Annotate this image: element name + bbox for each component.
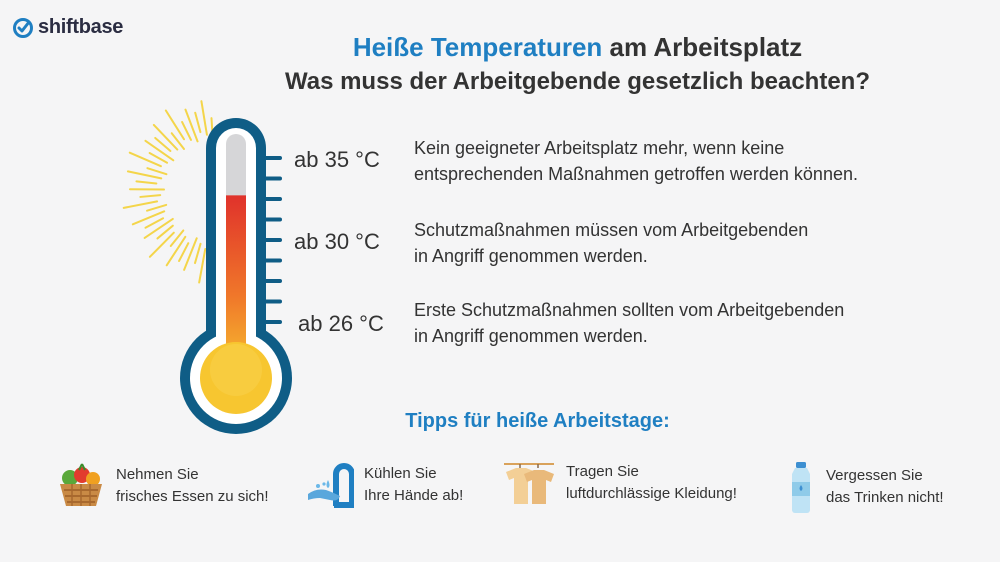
sun-ray [148,152,169,164]
heading-rest: am Arbeitsplatz [602,32,803,62]
sun-ray [170,132,186,151]
heading-subtitle: Was muss der Arbeitgebende gesetzlich be… [284,68,871,95]
thermometer-illustration [122,100,292,434]
clothes-rack-icon [504,463,554,504]
sun-ray [122,200,159,209]
tip-text-clothes: Tragen Sie luftdurchlässige Kleidung! [566,463,737,502]
sun-ray [154,136,172,152]
temp-label-35: ab 35 °C [294,147,380,172]
tip-text-hands: Kühlen Sie Ihre Hände ab! [364,465,464,504]
tip-item-food: Nehmen Sie frisches Essen zu sich! [56,462,269,510]
tip-text-food: Nehmen Sie frisches Essen zu sich! [116,466,269,505]
water-bottle-icon [792,462,810,513]
sun-ray [181,120,193,141]
sun-ray [131,210,166,226]
hand-washing-icon [308,463,354,508]
tip-item-hands: Kühlen Sie Ihre Hände ab! [306,460,463,510]
brand-logo: shiftbase [12,16,123,39]
tips-title: Tipps für heiße Arbeitstage: [405,410,670,432]
brand-name: shiftbase [38,16,124,38]
sun-ray [128,151,162,168]
sun-ray [165,235,187,267]
sun-ray [126,170,163,180]
fruit-basket-icon [60,463,102,506]
sun-ray [178,242,190,262]
sun-ray [194,242,202,265]
tip-item-drink: Vergessen Sie das Trinken nicht! [786,460,944,514]
sun-ray [156,224,174,240]
sun-ray [194,111,202,134]
heading-line: Heiße Temperaturen am Arbeitsplatz [155,30,1000,64]
sun-ray [169,229,185,247]
sun-ray [200,100,208,136]
sun-ray [143,217,174,239]
sun-ray [139,194,162,198]
rule-text-35: Kein geeigneter Arbeitsplatz mehr, wenn … [414,138,858,184]
sun-ray [146,203,168,212]
thermometer-ticks [264,156,282,324]
sun-ray [183,237,198,271]
sun-ray [184,108,199,143]
sun-ray [198,248,207,284]
check-circle-icon [13,17,33,38]
sun-ray [164,109,185,141]
tip-text-drink: Vergessen Sie das Trinken nicht! [826,467,944,506]
tip-item-clothes: Tragen Sie luftdurchlässige Kleidung! [502,458,737,508]
rule-text-30: Schutzmaßnahmen müssen vom Arbeitgebende… [414,220,809,266]
heading-accent: Heiße Temperaturen [352,32,603,62]
sun-ray [148,231,175,258]
temp-label-30: ab 30 °C [294,229,380,254]
temp-label-26: ab 26 °C [298,311,384,336]
sun-ray [135,180,158,185]
sun-ray [144,217,165,229]
mercury-fill [226,195,246,380]
sun-ray [146,167,168,176]
sun-ray [152,123,179,151]
sun-ray [144,139,175,162]
rule-text-26: Erste Schutzmaßnahmen sollten vom Arbeit… [414,300,845,346]
page-title: Heiße Temperaturen am Arbeitsplatz Was m… [0,30,1000,100]
